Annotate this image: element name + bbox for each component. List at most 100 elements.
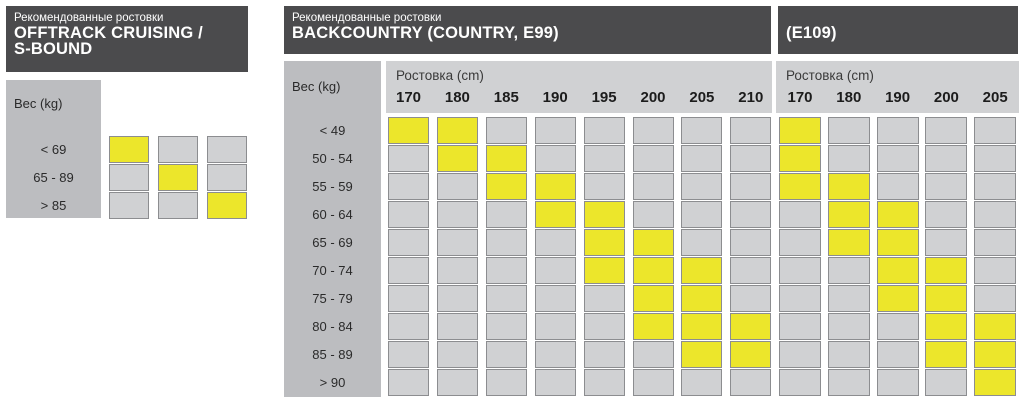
backcountry-size-header: 205 <box>689 89 715 106</box>
backcountry-cell <box>388 201 429 228</box>
backcountry-size-header: 180 <box>444 89 470 106</box>
e109-cell <box>779 257 821 284</box>
backcountry-cell <box>534 257 576 284</box>
e109-cell <box>779 145 821 172</box>
backcountry-cell <box>534 173 576 200</box>
backcountry-cell <box>583 173 625 200</box>
backcountry-size-header: 170 <box>395 89 422 106</box>
backcountry-cell <box>730 257 772 284</box>
backcountry-cell <box>632 117 674 144</box>
offtrack-cell <box>207 192 247 219</box>
backcountry-cell <box>632 145 674 172</box>
offtrack-cell <box>158 136 198 163</box>
backcountry-size-header: 190 <box>542 89 568 106</box>
e109-cell <box>876 145 919 172</box>
backcountry-cell <box>388 369 429 396</box>
backcountry-cell <box>583 145 625 172</box>
backcountry-size-header: 195 <box>591 89 617 106</box>
offtrack-cell <box>109 164 149 191</box>
backcountry-cell <box>632 201 674 228</box>
backcountry-cell <box>681 145 723 172</box>
backcountry-cell <box>730 313 772 340</box>
backcountry-weight-row-label: 65 - 69 <box>312 235 353 250</box>
backcountry-cell <box>485 117 527 144</box>
offtrack-weight-column: Вес (kg) <box>6 80 101 218</box>
e109-cell <box>827 117 870 144</box>
e109-cell <box>974 229 1017 256</box>
backcountry-cell <box>485 285 527 312</box>
e109-cell <box>974 285 1017 312</box>
backcountry-cell <box>388 313 429 340</box>
e109-cell <box>876 229 919 256</box>
e109-cell <box>925 369 968 396</box>
backcountry-cell <box>681 257 723 284</box>
backcountry-cell <box>534 369 576 396</box>
backcountry-cell <box>388 145 429 172</box>
backcountry-cell <box>388 257 429 284</box>
e109-size-header: 205 <box>982 89 1008 106</box>
e109-cell <box>974 313 1017 340</box>
backcountry-weight-row-label: 70 - 74 <box>312 263 353 278</box>
offtrack-weight-row-label: 65 - 89 <box>33 170 74 185</box>
backcountry-cell <box>583 117 625 144</box>
backcountry-size-band: Ростовка (cm) <box>386 61 772 113</box>
backcountry-cell <box>485 173 527 200</box>
backcountry-cell <box>681 201 723 228</box>
e109-size-header: 180 <box>836 89 862 106</box>
backcountry-cell <box>632 257 674 284</box>
backcountry-cell <box>730 341 772 368</box>
e109-title: (E109) <box>786 24 837 42</box>
e109-cell <box>827 369 870 396</box>
e109-cell <box>876 369 919 396</box>
backcountry-cell <box>730 173 772 200</box>
backcountry-weight-row-label: 60 - 64 <box>312 207 353 222</box>
e109-cell <box>827 285 870 312</box>
e109-cell <box>779 117 821 144</box>
backcountry-subtitle: Рекомендованные ростовки <box>292 12 442 24</box>
offtrack-weight-row-label: > 85 <box>40 198 67 213</box>
backcountry-cell <box>583 341 625 368</box>
backcountry-cell <box>632 369 674 396</box>
backcountry-weight-row-label: 75 - 79 <box>312 291 353 306</box>
backcountry-weight-row-label: 85 - 89 <box>312 347 353 362</box>
e109-cell <box>779 201 821 228</box>
backcountry-cell <box>583 201 625 228</box>
e109-cell <box>779 229 821 256</box>
e109-cell <box>925 117 968 144</box>
backcountry-weight-row-label: 55 - 59 <box>312 179 353 194</box>
backcountry-weight-row-label: < 49 <box>319 123 346 138</box>
backcountry-cell <box>485 257 527 284</box>
e109-cell <box>779 285 821 312</box>
backcountry-cell <box>485 341 527 368</box>
offtrack-cell <box>158 164 198 191</box>
e109-cell <box>974 201 1017 228</box>
backcountry-cell <box>388 117 429 144</box>
backcountry-cell <box>388 229 429 256</box>
backcountry-cell <box>730 117 772 144</box>
e109-cell <box>779 173 821 200</box>
backcountry-cell <box>681 313 723 340</box>
backcountry-cell <box>534 313 576 340</box>
offtrack-cell <box>207 136 247 163</box>
e109-cell <box>925 341 968 368</box>
backcountry-cell <box>730 229 772 256</box>
offtrack-weight-label: Вес (kg) <box>14 96 63 111</box>
backcountry-cell <box>632 229 674 256</box>
e109-cell <box>876 313 919 340</box>
e109-size-label: Ростовка (cm) <box>786 68 874 83</box>
backcountry-cell <box>583 369 625 396</box>
e109-cell <box>974 145 1017 172</box>
e109-cell <box>925 201 968 228</box>
backcountry-cell <box>730 285 772 312</box>
backcountry-cell <box>388 173 429 200</box>
backcountry-cell <box>534 117 576 144</box>
backcountry-cell <box>436 257 478 284</box>
e109-cell <box>974 341 1017 368</box>
offtrack-header: Рекомендованные ростовки OFFTRACK CRUISI… <box>6 6 248 72</box>
backcountry-cell <box>388 285 429 312</box>
backcountry-weight-label: Вес (kg) <box>292 79 341 94</box>
backcountry-cell <box>436 313 478 340</box>
backcountry-weight-row-label: 80 - 84 <box>312 319 353 334</box>
backcountry-cell <box>534 341 576 368</box>
backcountry-cell <box>681 285 723 312</box>
